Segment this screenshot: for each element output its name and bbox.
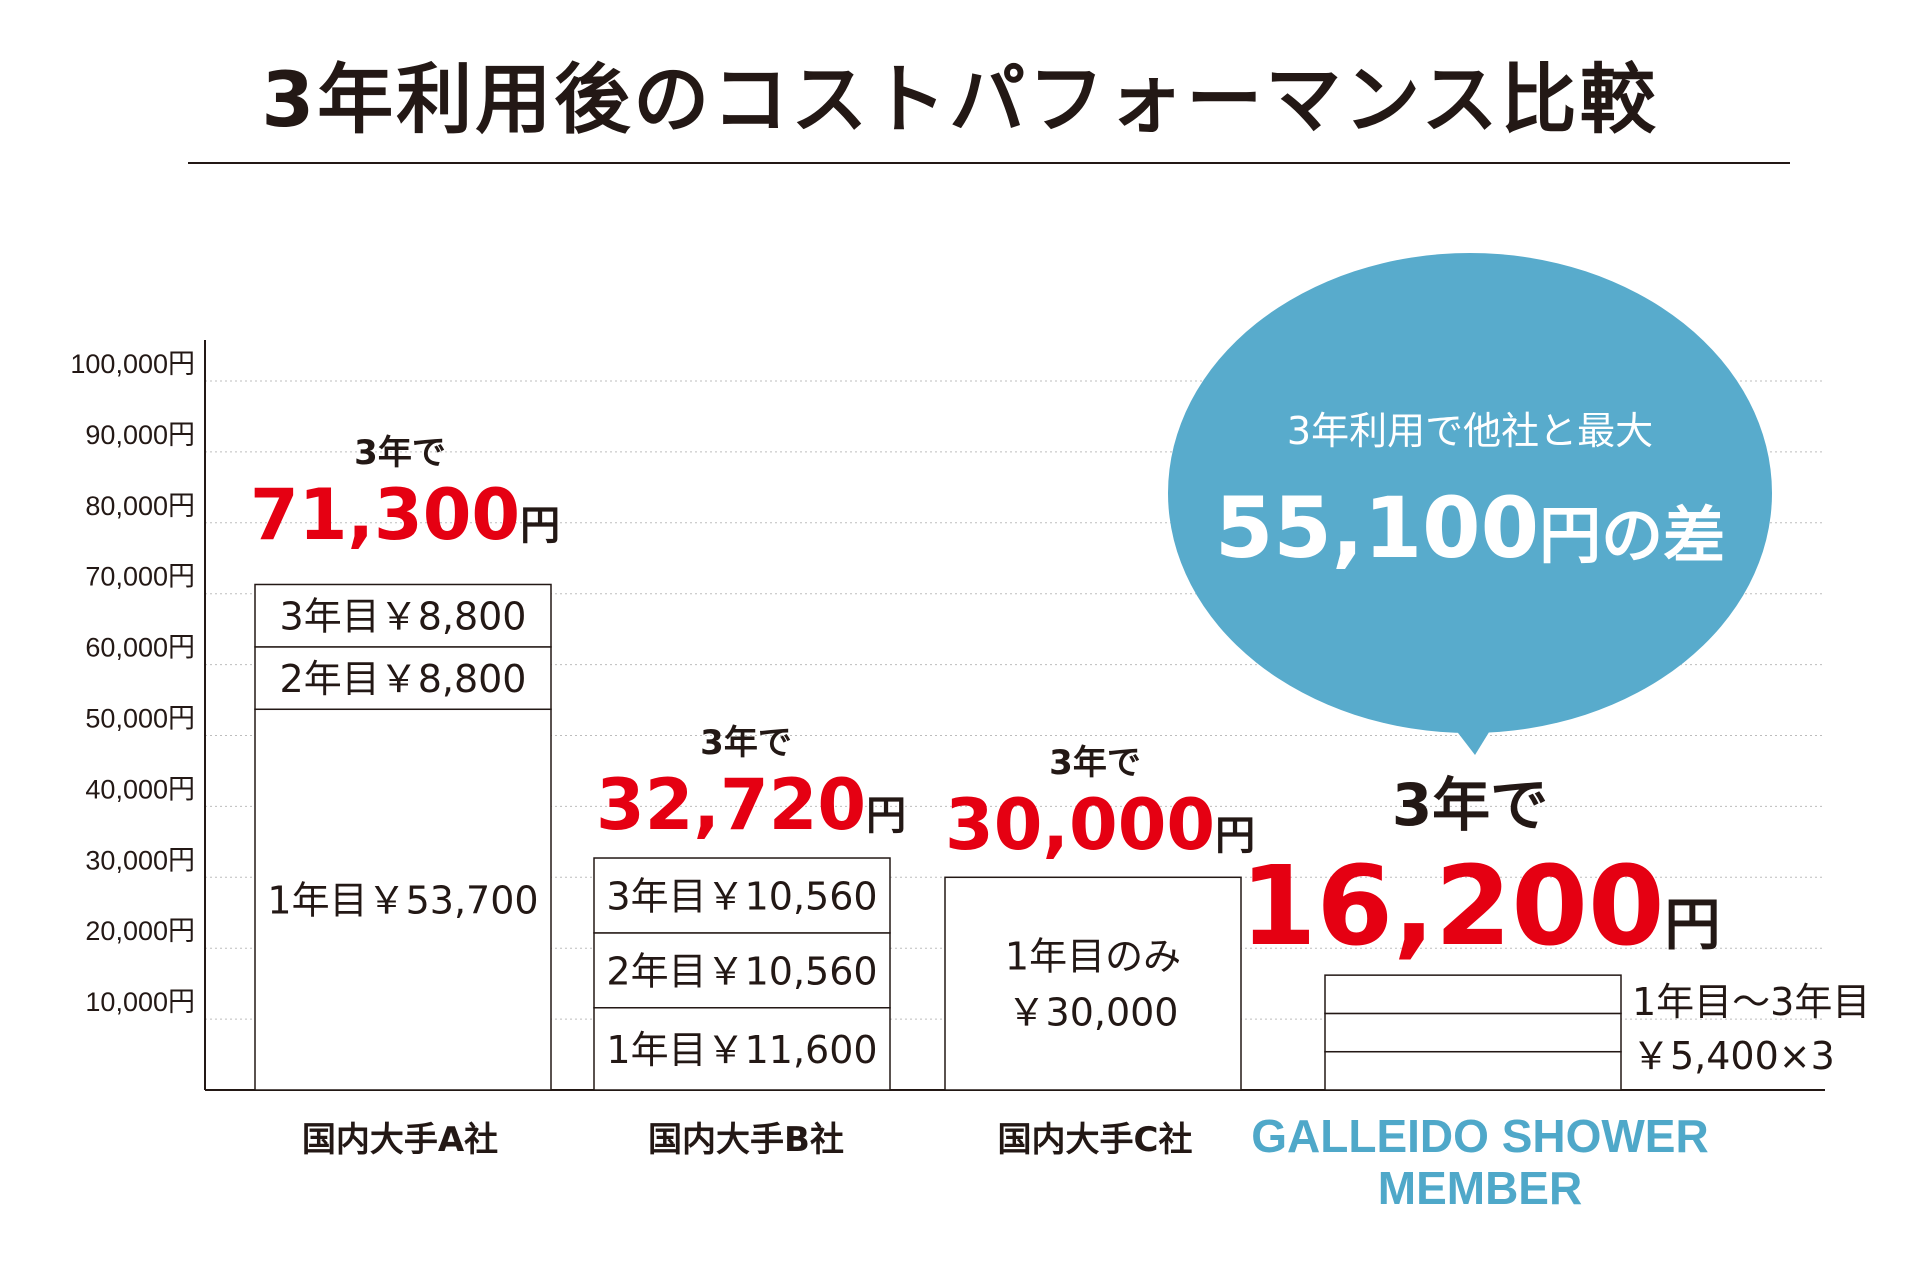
y-tick-label: 30,000円	[85, 845, 195, 875]
y-tick-label: 60,000円	[85, 633, 195, 663]
title-divider	[188, 162, 1790, 164]
member-segment-note: 1年目〜3年目 ￥5,400×3	[1632, 975, 1870, 1083]
brand-name: GALLEIDO SHOWER MEMBER	[1251, 1110, 1709, 1214]
callout-text: 3年利用で他社と最大	[1286, 409, 1654, 453]
category-label-member: GALLEIDO SHOWER MEMBER	[1250, 1110, 1710, 1214]
bar-segment	[944, 876, 1242, 1091]
total-value: 30,000	[945, 784, 1216, 866]
bar-segment	[1324, 1012, 1622, 1053]
y-tick-label: 90,000円	[85, 420, 195, 450]
callout-amount-line: 55,100円の差	[1140, 478, 1800, 586]
segment-label: 1年目￥53,700	[267, 879, 538, 923]
y-tick-label: 100,000円	[70, 349, 195, 379]
total-unit: 円	[866, 793, 907, 839]
segment-label: 1年目￥11,600	[606, 1028, 877, 1072]
total-value: 16,200	[1240, 842, 1665, 970]
total-prefix: 3年で	[700, 723, 792, 763]
segment-label: 2年目￥8,800	[280, 657, 527, 701]
y-tick-label: 20,000円	[85, 916, 195, 946]
y-tick-label: 10,000円	[85, 987, 195, 1017]
y-tick-label: 50,000円	[85, 704, 195, 734]
callout-bubble	[1168, 253, 1772, 733]
bar-segment	[593, 1007, 891, 1091]
bar-segment	[593, 932, 891, 1009]
member-note-line2: ￥5,400×3	[1632, 1034, 1835, 1078]
segment-label: 3年目￥8,800	[280, 595, 527, 639]
segment-label: 2年目￥10,560	[606, 949, 877, 993]
total-unit: 円	[1215, 813, 1256, 859]
y-tick-label: 80,000円	[85, 491, 195, 521]
total-unit: 円	[1664, 893, 1721, 958]
callout-bubble-tail	[1425, 690, 1515, 755]
chart-title: 3年利用後のコストパフォーマンス比較	[261, 55, 1659, 144]
member-note-line1: 1年目〜3年目	[1632, 980, 1871, 1024]
bar-total-c: 3年で 30,000円	[945, 742, 1255, 866]
total-unit: 円	[520, 503, 561, 549]
y-tick-label: 40,000円	[85, 774, 195, 804]
bar-segment	[1324, 974, 1622, 1015]
total-prefix: 3年で	[1049, 743, 1141, 783]
total-value: 32,720	[596, 764, 867, 846]
callout-amount: 55,100	[1214, 479, 1540, 577]
category-label-c: 国内大手C社	[997, 1120, 1193, 1160]
bar-total-member: 3年で 16,200円	[1240, 768, 1720, 970]
category-label-b: 国内大手B社	[648, 1120, 844, 1160]
bar-segment	[1324, 1050, 1622, 1091]
total-value: 71,300	[250, 474, 521, 556]
bar-segment	[593, 857, 891, 934]
bar-total-a: 3年で 71,300円	[250, 432, 560, 556]
segment-label: 3年目￥10,560	[606, 874, 877, 918]
y-tick-label: 70,000円	[85, 562, 195, 592]
category-label-a: 国内大手A社	[301, 1120, 499, 1160]
bar-total-b: 3年で 32,720円	[596, 722, 906, 846]
total-prefix: 3年で	[354, 433, 446, 473]
segment-label: 1年目のみ￥30,000	[1005, 935, 1181, 1035]
total-prefix: 3年で	[1391, 771, 1549, 839]
bar-segment	[254, 583, 552, 648]
callout-suffix: 円の差	[1539, 499, 1726, 572]
